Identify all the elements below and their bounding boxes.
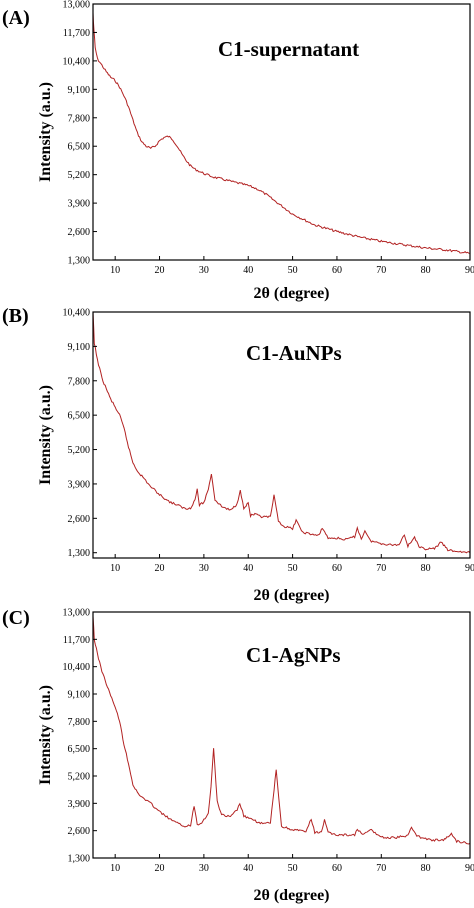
x-tick-label: 40 [243, 863, 253, 874]
y-tick-label: 6,500 [68, 142, 91, 153]
xrd-data-line [92, 311, 471, 554]
x-tick-label: 80 [421, 863, 431, 874]
x-tick-label: 90 [465, 863, 474, 874]
plot-frame [92, 611, 471, 859]
x-axis-label: 2θ (degree) [253, 285, 329, 302]
x-tick-label: 10 [110, 265, 120, 276]
chart-title: C1-AgNPs [246, 643, 341, 667]
x-tick-label: 90 [465, 265, 474, 276]
y-tick-label: 5,200 [68, 772, 91, 783]
y-tick-label: 1,300 [68, 548, 91, 559]
y-tick-label: 13,000 [63, 608, 91, 619]
x-tick-label: 30 [199, 563, 209, 574]
panel-label: (C) [2, 607, 30, 629]
y-tick-label: 9,100 [68, 85, 91, 96]
y-tick-label: 13,000 [63, 0, 91, 11]
x-tick-label: 50 [288, 863, 298, 874]
chart-panel-a: 1,300 2,600 3,900 5,200 6,500 7,800 9,100 10,40… [2, 0, 474, 302]
x-tick-label: 90 [465, 563, 474, 574]
panel-label: (B) [2, 305, 29, 327]
panel-label: (A) [2, 7, 30, 29]
chart-panel-b: 1,300 2,600 3,900 5,200 6,500 7,800 9,100 10,40… [2, 305, 474, 604]
x-tick-label: 60 [332, 265, 342, 276]
y-axis-label: Intensity (a.u.) [37, 685, 54, 785]
y-tick-label: 9,100 [68, 690, 91, 701]
y-tick-label: 6,500 [68, 411, 91, 422]
y-tick-label: 10,400 [63, 662, 91, 673]
x-tick-label: 70 [376, 265, 386, 276]
x-axis-label: 2θ (degree) [253, 587, 329, 604]
y-tick-label: 6,500 [68, 744, 91, 755]
x-tick-label: 80 [421, 563, 431, 574]
y-tick-label: 5,200 [68, 445, 91, 456]
y-tick-label: 7,800 [68, 717, 91, 728]
x-tick-label: 40 [243, 563, 253, 574]
y-tick-label: 7,800 [68, 376, 91, 387]
x-tick-label: 30 [199, 265, 209, 276]
plot-frame [92, 3, 471, 261]
y-axis-label: Intensity (a.u.) [37, 385, 54, 485]
chart-title: C1-AuNPs [246, 341, 342, 365]
y-tick-label: 2,600 [68, 227, 91, 238]
x-tick-label: 50 [288, 265, 298, 276]
y-tick-label: 11,700 [63, 635, 90, 646]
x-tick-label: 20 [155, 563, 165, 574]
y-tick-label: 11,700 [63, 28, 90, 39]
x-tick-label: 50 [288, 563, 298, 574]
y-tick-label: 3,900 [68, 199, 91, 210]
y-tick-label: 2,600 [68, 826, 91, 837]
x-tick-label: 80 [421, 265, 431, 276]
x-tick-label: 40 [243, 265, 253, 276]
y-tick-label: 10,400 [63, 308, 91, 319]
y-tick-label: 3,900 [68, 799, 91, 810]
y-tick-label: 3,900 [68, 479, 91, 490]
x-tick-label: 70 [376, 563, 386, 574]
x-tick-label: 60 [332, 863, 342, 874]
x-tick-label: 10 [110, 563, 120, 574]
chart-title: C1-supernatant [218, 37, 359, 61]
x-tick-label: 30 [199, 863, 209, 874]
x-axis-label: 2θ (degree) [253, 887, 329, 904]
xrd-data-line [92, 616, 471, 845]
y-tick-label: 1,300 [68, 854, 91, 865]
xrd-data-line [92, 12, 471, 254]
y-tick-label: 10,400 [63, 56, 91, 67]
plot-frame [92, 311, 471, 559]
x-tick-label: 20 [155, 863, 165, 874]
y-tick-label: 7,800 [68, 113, 91, 124]
y-tick-label: 9,100 [68, 342, 91, 353]
y-tick-label: 2,600 [68, 514, 91, 525]
chart-panel-c: 1,300 2,600 3,900 5,200 6,500 7,800 9,100 10,40… [2, 607, 474, 904]
y-tick-label: 1,300 [68, 256, 91, 267]
y-tick-label: 5,200 [68, 170, 91, 181]
x-tick-label: 70 [376, 863, 386, 874]
x-tick-label: 60 [332, 563, 342, 574]
x-tick-label: 20 [155, 265, 165, 276]
y-axis-label: Intensity (a.u.) [37, 82, 54, 182]
x-tick-label: 10 [110, 863, 120, 874]
